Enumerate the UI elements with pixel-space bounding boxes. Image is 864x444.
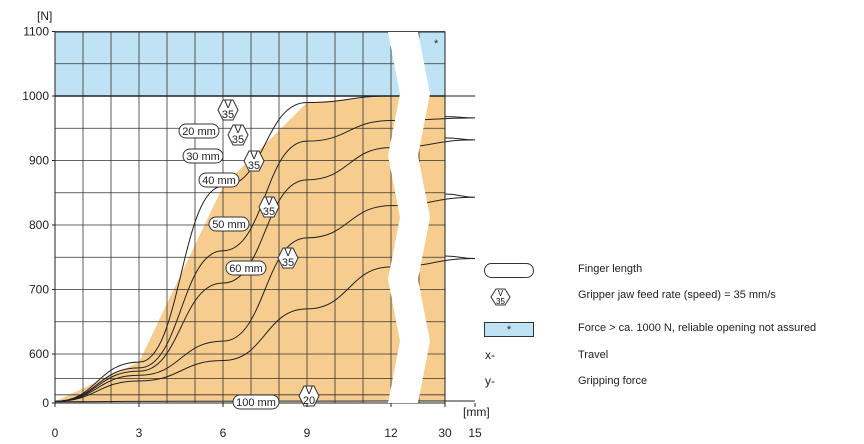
legend-force-note-text: Force > ca. 1000 N, reliable opening not… [578,322,817,334]
x-tick-label: 9 [304,426,311,440]
y-tick-label: 900 [29,154,49,168]
x-tick-label: 0 [52,426,59,440]
speed-hexagon-icon [243,150,265,172]
finger-length-pill [232,394,280,410]
x-tick-label: 30 [438,426,452,440]
series-line-50-mm [54,193,476,402]
speed-hexagon-icon [217,99,239,121]
speed-prefix: V [265,196,273,208]
y-tick-label: 0 [42,396,49,410]
speed-hexagon-icon: V 35 [490,288,511,306]
blue-region-swatch-icon: * [484,322,534,337]
series-label: 20 mm [182,126,216,138]
speed-prefix: V [250,150,258,162]
y-axis-unit: [N] [37,9,52,23]
chart-axes: [N] [mm] 1100 1000 900 800 700 600 0 0 3 6 9 12 15 30 [22,9,489,440]
finger-length-pill [225,260,267,276]
speed-value: 35 [222,109,234,121]
finger-length-pill [208,216,250,232]
y-tick-label: 700 [29,283,49,297]
legend-speed-35: 35 [496,297,505,306]
x-tick-label: 3 [136,426,143,440]
legend-finger-length: Finger length [480,260,864,280]
speed-hexagon-icon [277,247,299,269]
legend-x: x- Travel [480,346,864,366]
axis-break [388,32,430,403]
speed-value: 35 [232,134,244,146]
legend-y-desc: Gripping force [578,375,648,387]
speed-value: 20 [303,395,315,407]
speed-value: 35 [263,206,275,218]
x-axis-unit: [mm] [463,405,490,419]
speed-hexagon-icon [227,124,249,146]
legend-feed-rate: V 35 Gripper jaw feed rate (speed) = 35 … [480,286,864,306]
legend-x-prefix: x- [485,348,495,362]
y-tick-label: 600 [29,347,49,361]
series-label: 30 mm [186,151,220,163]
axis-break-band [388,32,430,403]
speed-prefix: V [284,247,292,259]
speed-prefix: V [305,385,313,397]
x-tick-label: 12 [384,426,398,440]
speed-prefix: V [234,124,242,136]
legend-y-prefix: y- [485,374,495,388]
legend-x-desc: Travel [578,349,609,361]
legend-y: y- Gripping force [480,372,864,392]
series-label: 40 mm [202,175,236,187]
y-tick-label: 800 [29,218,49,232]
speed-hexagon-icon [298,385,320,407]
force-envelope-region [55,96,475,402]
series-label: 50 mm [212,219,246,231]
speed-value: 35 [282,257,294,269]
series-label: 100 mm [236,397,276,409]
speed-prefix: V [224,99,232,111]
series-label: 60 mm [229,263,263,275]
legend-force-note: * Force > ca. 1000 N, reliable opening n… [480,319,864,339]
legend-speed-v: V [498,289,504,298]
legend-feed-rate-text: Gripper jaw feed rate (speed) = 35 mm/s [578,289,776,301]
finger-length-pill [182,148,224,164]
legend-finger-length-text: Finger length [578,263,643,275]
x-tick-label: 6 [220,426,227,440]
blue-region-asterisk: * [434,38,439,50]
finger-length-pill [178,123,220,139]
series-line-30-mm [54,116,476,402]
speed-value: 35 [248,160,260,172]
finger-length-pill [198,172,240,188]
series-line-40-mm [54,137,476,402]
speed-hexagon-icon [258,196,280,218]
y-tick-label: 1000 [22,89,49,103]
x-tick-label: 15 [468,426,482,440]
y-tick-label: 1100 [23,25,49,39]
series-line-60-mm [54,255,476,402]
finger-length-pill-icon [484,263,534,278]
series-line-20-mm [54,95,476,402]
